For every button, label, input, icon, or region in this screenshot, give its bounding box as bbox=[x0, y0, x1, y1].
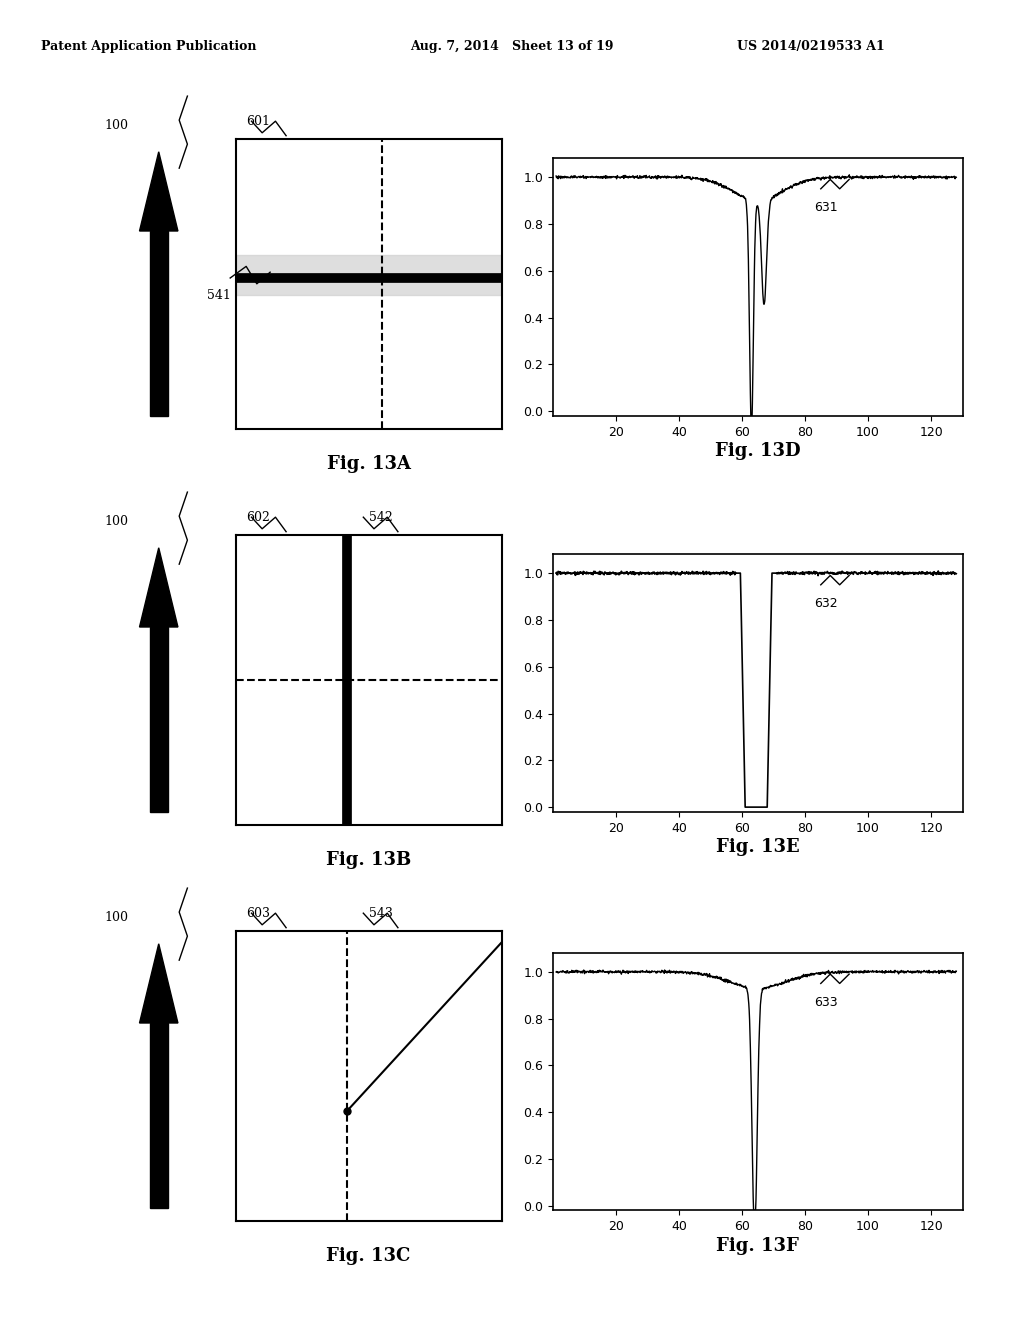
Text: Fig. 13D: Fig. 13D bbox=[715, 442, 801, 461]
Polygon shape bbox=[150, 1023, 168, 1208]
Text: Fig. 13E: Fig. 13E bbox=[716, 838, 800, 857]
Text: 632: 632 bbox=[814, 597, 838, 610]
Polygon shape bbox=[139, 152, 178, 231]
Text: Fig. 13F: Fig. 13F bbox=[717, 1237, 799, 1255]
Text: 541: 541 bbox=[207, 289, 230, 302]
Text: 602: 602 bbox=[246, 511, 269, 524]
Polygon shape bbox=[150, 231, 168, 416]
Polygon shape bbox=[139, 944, 178, 1023]
Text: 542: 542 bbox=[369, 511, 392, 524]
Text: Patent Application Publication: Patent Application Publication bbox=[41, 40, 256, 53]
Text: 603: 603 bbox=[246, 907, 269, 920]
Text: Fig. 13A: Fig. 13A bbox=[327, 455, 411, 474]
Polygon shape bbox=[139, 548, 178, 627]
Text: 100: 100 bbox=[104, 515, 128, 528]
Text: 631: 631 bbox=[814, 201, 838, 214]
Text: Aug. 7, 2014   Sheet 13 of 19: Aug. 7, 2014 Sheet 13 of 19 bbox=[410, 40, 613, 53]
Text: US 2014/0219533 A1: US 2014/0219533 A1 bbox=[737, 40, 885, 53]
Text: 601: 601 bbox=[246, 115, 269, 128]
Text: 100: 100 bbox=[104, 911, 128, 924]
Bar bbox=[236, 255, 502, 296]
Polygon shape bbox=[150, 627, 168, 812]
Text: 633: 633 bbox=[814, 995, 838, 1008]
Text: 543: 543 bbox=[369, 907, 392, 920]
Text: Fig. 13C: Fig. 13C bbox=[327, 1247, 411, 1266]
Text: Fig. 13B: Fig. 13B bbox=[326, 851, 412, 870]
Text: 100: 100 bbox=[104, 119, 128, 132]
